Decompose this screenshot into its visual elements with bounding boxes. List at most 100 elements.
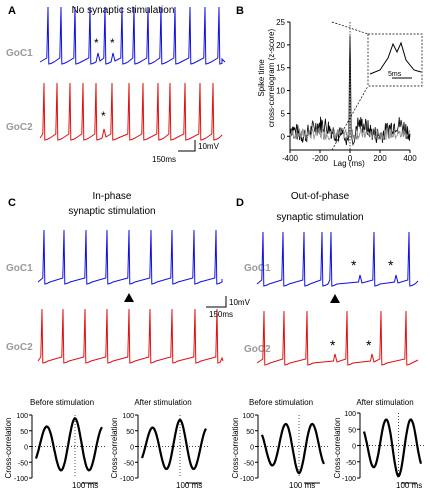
cc-ytick-label: -50 <box>124 460 134 467</box>
star-d3: * <box>330 337 336 353</box>
star-a3: * <box>101 109 106 123</box>
cc-c-before: Before stimulation Cross-correlation -10… <box>4 398 106 484</box>
panel-d-label: D <box>236 197 244 209</box>
cc-ytick-label: 0 <box>24 445 28 452</box>
cc-ytick-label: 100 <box>344 411 356 418</box>
trace-c-goc2 <box>37 308 224 364</box>
panel-a-cell2-label: GoC2 <box>6 122 33 133</box>
scale-a-voltage: 10mV <box>198 142 220 151</box>
cc-ytick-label: 0 <box>130 445 134 452</box>
panel-b-xtick-label: -200 <box>312 154 329 163</box>
star-d1: * <box>351 257 357 273</box>
panel-b: B Spike time cross-correlogram (z-score)… <box>236 5 423 168</box>
cc-d-before: Before stimulation Cross-correlation -10… <box>231 398 328 484</box>
scale-a-time: 150ms <box>152 155 176 164</box>
panel-b-inset-trace <box>369 41 422 75</box>
cc-d-before-ylabel: Cross-correlation <box>231 418 240 479</box>
stimulus-marker-d <box>330 294 340 303</box>
cc-ytick-label: -100 <box>342 476 356 483</box>
panel-c-title-1: In-phase <box>93 191 132 202</box>
panel-c-title-2: synaptic stimulation <box>68 206 155 217</box>
panel-a-label: A <box>8 5 16 17</box>
scale-bar-cd <box>206 296 227 308</box>
cc-ytick-label: 100 <box>242 413 254 420</box>
panel-b-xtick-label: 0 <box>348 154 353 163</box>
cc-ytick-label: 50 <box>348 427 356 434</box>
cc-d-before-timescale: 100 ms <box>289 481 315 490</box>
cc-d-before-title: Before stimulation <box>249 398 313 407</box>
cc-ytick-label: -100 <box>240 476 254 483</box>
cc-ytick-label: -100 <box>14 476 28 483</box>
inset-connector-bottom <box>331 85 369 151</box>
panel-b-ytick-label: 10 <box>276 87 285 96</box>
star-a1: * <box>94 36 99 50</box>
cc-c-after-timescale: 100 ms <box>176 481 202 490</box>
cc-c-before-ylabel: Cross-correlation <box>4 418 13 479</box>
cc-ytick-label: 0 <box>250 445 254 452</box>
panel-a-cell1-label: GoC1 <box>6 48 33 59</box>
panel-b-ytick-label: 20 <box>276 41 285 50</box>
cc-ytick-label: -50 <box>18 460 28 467</box>
inset-connector-top <box>331 21 369 35</box>
panel-b-xtick-label: 400 <box>403 154 417 163</box>
panel-c-cell2-label: GoC2 <box>6 342 33 353</box>
cc-d-after-ylabel: Cross-correlation <box>333 418 342 479</box>
cc-trace <box>362 418 423 478</box>
trace-a-goc2 <box>39 82 223 141</box>
panel-a-title: No synaptic stimulation <box>72 5 175 16</box>
cc-ytick-label: -50 <box>244 460 254 467</box>
cc-ytick-label: 100 <box>16 413 28 420</box>
trace-d-goc1 <box>256 231 419 287</box>
inset-scale-label: 5ms <box>388 71 402 78</box>
panel-b-inset-frame <box>367 33 423 87</box>
cc-trace <box>34 416 103 472</box>
cc-d-after-timescale: 100 ms <box>396 481 422 490</box>
panel-b-xtick-label: 200 <box>373 154 387 163</box>
star-a2: * <box>110 36 115 50</box>
panel-b-xtick-label: -400 <box>282 154 299 163</box>
panel-d: D Out-of-phase synaptic stimulation GoC1… <box>236 191 419 366</box>
trace-c-goc1 <box>37 229 223 285</box>
scale-bar-a <box>178 140 196 152</box>
panel-c: C In-phase synaptic stimulation GoC1 GoC… <box>6 191 224 364</box>
trace-a-goc1 <box>39 6 226 65</box>
cc-c-before-timescale: 100 ms <box>72 481 98 490</box>
panel-b-label: B <box>236 5 244 17</box>
cc-c-before-title: Before stimulation <box>30 398 94 407</box>
trace-d-goc2 <box>256 310 419 366</box>
panel-d-cell2-label: GoC2 <box>244 344 271 355</box>
panel-b-ytick-label: 15 <box>276 64 285 73</box>
panel-b-ylabel-2: cross-correlogram (z-score) <box>267 29 276 128</box>
cc-ytick-label: 0 <box>352 444 356 451</box>
cc-trace <box>260 422 325 475</box>
cc-c-after-ylabel: Cross-correlation <box>110 418 119 479</box>
panel-d-cell1-label: GoC1 <box>244 263 271 274</box>
cc-ytick-label: 50 <box>126 429 134 436</box>
cc-c-after-title: After stimulation <box>134 398 191 407</box>
panel-b-ylabel-1: Spike time <box>257 59 266 97</box>
panel-b-shuffled <box>289 126 411 142</box>
panel-d-title-1: Out-of-phase <box>291 191 350 202</box>
cc-ytick-label: 100 <box>122 413 134 420</box>
cc-ytick-label: 50 <box>246 429 254 436</box>
panel-b-ytick-label: 25 <box>276 18 285 27</box>
cc-ytick-label: -50 <box>346 460 356 467</box>
panel-b-ytick-label: 5 <box>281 109 286 118</box>
cc-d-after-title: After stimulation <box>356 398 413 407</box>
panel-a: A No synaptic stimulation GoC1 GoC2 * * … <box>6 5 226 164</box>
scale-cd-time: 150ms <box>209 310 233 319</box>
panel-d-title-2: synaptic stimulation <box>276 212 363 223</box>
panel-c-cell1-label: GoC1 <box>6 263 33 274</box>
scale-cd-voltage: 10mV <box>229 298 251 307</box>
star-d2: * <box>388 257 394 273</box>
cc-d-after: After stimulation Cross-correlation -100… <box>333 398 425 484</box>
cc-ytick-label: -100 <box>120 476 134 483</box>
panel-b-axes: 0 5 10 15 20 25 -400 -200 0 200 400 <box>276 18 417 163</box>
panel-c-label: C <box>8 197 16 209</box>
panel-b-xlabel: Lag (ms) <box>333 159 365 168</box>
cc-ytick-label: 50 <box>20 429 28 436</box>
star-d4: * <box>366 337 372 353</box>
cc-c-after: After stimulation Cross-correlation -100… <box>110 398 210 484</box>
stimulus-marker-c <box>124 293 134 302</box>
